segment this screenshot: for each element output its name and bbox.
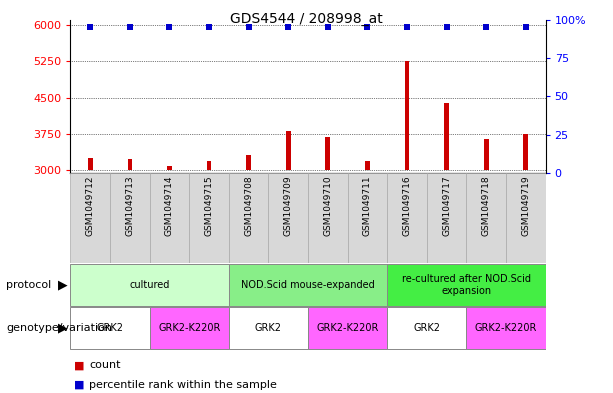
Bar — [427, 173, 466, 263]
Bar — [246, 155, 251, 171]
Bar — [308, 173, 348, 263]
Bar — [70, 307, 150, 349]
Bar — [150, 307, 229, 349]
Bar — [444, 103, 449, 171]
Bar — [308, 307, 387, 349]
Bar — [189, 173, 229, 263]
Bar — [229, 264, 387, 306]
Text: GSM1049708: GSM1049708 — [244, 176, 253, 236]
Text: ▶: ▶ — [58, 321, 67, 335]
Bar — [207, 161, 211, 171]
Text: cultured: cultured — [129, 280, 170, 290]
Bar — [365, 161, 370, 171]
Text: NOD.Scid mouse-expanded: NOD.Scid mouse-expanded — [241, 280, 375, 290]
Text: GRK2-K220R: GRK2-K220R — [316, 323, 379, 333]
Text: GRK2: GRK2 — [255, 323, 282, 333]
Text: GSM1049709: GSM1049709 — [284, 176, 293, 236]
Text: GRK2: GRK2 — [413, 323, 440, 333]
Bar — [387, 307, 466, 349]
Bar — [110, 173, 150, 263]
Bar — [70, 173, 110, 263]
Text: GSM1049717: GSM1049717 — [442, 176, 451, 236]
Text: GSM1049715: GSM1049715 — [205, 176, 213, 236]
Bar — [387, 173, 427, 263]
Text: percentile rank within the sample: percentile rank within the sample — [89, 380, 276, 390]
Text: GSM1049713: GSM1049713 — [126, 176, 134, 236]
Text: GDS4544 / 208998_at: GDS4544 / 208998_at — [230, 12, 383, 26]
Bar — [128, 159, 132, 171]
Bar — [268, 173, 308, 263]
Bar — [506, 173, 546, 263]
Text: ■: ■ — [74, 360, 84, 371]
Text: protocol: protocol — [6, 280, 51, 290]
Text: GRK2-K220R: GRK2-K220R — [158, 323, 221, 333]
Bar — [150, 173, 189, 263]
Text: GSM1049712: GSM1049712 — [86, 176, 95, 236]
Text: GSM1049719: GSM1049719 — [521, 176, 530, 236]
Bar — [167, 165, 172, 171]
Bar — [484, 140, 489, 171]
Bar — [229, 307, 308, 349]
Text: count: count — [89, 360, 120, 371]
Bar — [466, 307, 546, 349]
Text: GSM1049711: GSM1049711 — [363, 176, 372, 236]
Bar — [286, 130, 291, 171]
Text: genotype/variation: genotype/variation — [6, 323, 112, 333]
Text: GSM1049710: GSM1049710 — [323, 176, 332, 236]
Bar — [70, 264, 229, 306]
Bar — [405, 61, 409, 171]
Text: GSM1049714: GSM1049714 — [165, 176, 174, 236]
Bar — [387, 264, 546, 306]
Text: ▶: ▶ — [58, 278, 67, 292]
Bar — [466, 173, 506, 263]
Bar — [326, 138, 330, 171]
Text: re-cultured after NOD.Scid
expansion: re-cultured after NOD.Scid expansion — [402, 274, 531, 296]
Text: GRK2-K220R: GRK2-K220R — [475, 323, 537, 333]
Text: GRK2: GRK2 — [97, 323, 124, 333]
Bar — [229, 173, 268, 263]
Bar — [88, 158, 93, 171]
Text: GSM1049718: GSM1049718 — [482, 176, 490, 236]
Bar — [348, 173, 387, 263]
Text: ■: ■ — [74, 380, 84, 390]
Bar — [524, 134, 528, 171]
Text: GSM1049716: GSM1049716 — [403, 176, 411, 236]
